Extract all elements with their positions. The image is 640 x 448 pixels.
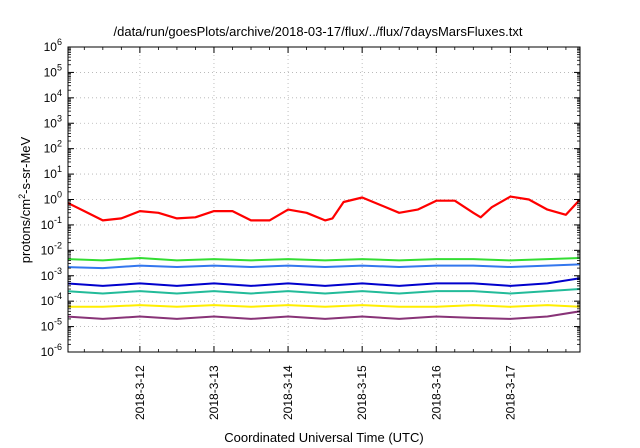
y-axis-ticks: 10-610-510-410-310-210-11001011021031041…: [41, 37, 580, 359]
series-line-3: [68, 277, 580, 287]
y-tick-exponent: -5: [54, 317, 62, 327]
x-tick-label: 2018-3-12: [133, 365, 147, 420]
y-tick-exponent: 6: [57, 37, 62, 47]
y-tick-base: 10: [44, 142, 58, 156]
x-axis-ticks: 2018-3-12 2018-3-13 2018-3-14 2018-3-15 2018…: [83, 47, 567, 420]
x-tick-label: 2018-3-14: [281, 365, 295, 420]
y-tick-label: 104: [44, 88, 62, 105]
y-tick-base: 10: [41, 269, 55, 283]
y-tick-label: 105: [44, 62, 62, 79]
series-line-5: [68, 304, 580, 308]
y-tick-base: 10: [44, 40, 58, 54]
y-tick-label: 106: [44, 37, 62, 54]
y-tick-exponent: -6: [54, 342, 62, 352]
series-line-2: [68, 263, 580, 270]
y-axis-label-main: protons/cm: [18, 199, 33, 263]
x-axis-label: Coordinated Universal Time (UTC): [224, 430, 423, 445]
series-line-4: [68, 288, 580, 295]
y-tick-base: 10: [41, 294, 55, 308]
y-tick-exponent: 3: [57, 113, 62, 123]
y-tick-exponent: -2: [54, 240, 62, 250]
y-tick-label: 103: [44, 113, 62, 130]
series-line-1: [68, 257, 580, 262]
y-tick-base: 10: [41, 345, 55, 359]
y-tick-exponent: -3: [54, 266, 62, 276]
y-tick-exponent: 5: [57, 62, 62, 72]
y-tick-exponent: 0: [57, 190, 62, 200]
y-tick-label: 10-3: [41, 266, 62, 283]
y-tick-label: 10-6: [41, 342, 62, 359]
chart-title: /data/run/goesPlots/archive/2018-03-17/f…: [114, 24, 523, 39]
y-tick-base: 10: [44, 116, 58, 130]
y-tick-base: 10: [44, 65, 58, 79]
y-tick-base: 10: [44, 193, 58, 207]
y-tick-base: 10: [41, 243, 55, 257]
y-tick-label: 100: [44, 190, 62, 207]
y-axis-label: protons/cm2-s-sr-MeV: [17, 136, 33, 263]
plot-frame: [67, 46, 581, 353]
y-tick-exponent: -1: [54, 215, 62, 225]
y-tick-exponent: -4: [54, 291, 62, 301]
y-tick-base: 10: [44, 91, 58, 105]
y-tick-base: 10: [41, 320, 55, 334]
x-tick-label: 2018-3-13: [207, 365, 221, 420]
grid: [68, 47, 580, 352]
x-tick-label: 2018-3-16: [429, 365, 443, 420]
y-tick-label: 10-2: [41, 240, 62, 257]
y-tick-label: 10-4: [41, 291, 62, 308]
y-tick-label: 10-5: [41, 317, 62, 334]
y-tick-label: 102: [44, 139, 62, 156]
series-line-0: [68, 195, 580, 222]
y-tick-label: 101: [44, 164, 62, 181]
x-tick-label: 2018-3-17: [503, 365, 517, 420]
y-tick-label: 10-1: [41, 215, 62, 232]
y-tick-exponent: 1: [57, 164, 62, 174]
series-line-6: [68, 310, 580, 320]
series-layer: [68, 195, 580, 320]
y-tick-base: 10: [44, 167, 58, 181]
y-axis-label-superscript: 2: [17, 194, 27, 199]
y-tick-exponent: 4: [57, 88, 62, 98]
y-axis-label-rest: -s-sr-MeV: [18, 136, 33, 193]
x-tick-label: 2018-3-15: [355, 365, 369, 420]
y-tick-exponent: 2: [57, 139, 62, 149]
y-tick-base: 10: [41, 218, 55, 232]
